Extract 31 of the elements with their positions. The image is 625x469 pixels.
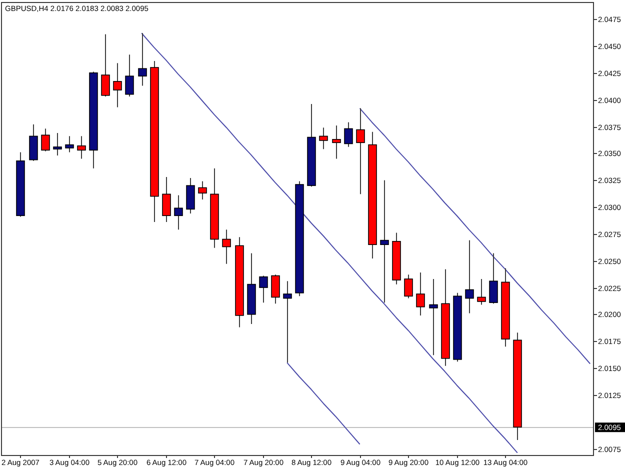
line-series [141, 32, 518, 454]
candlestick [344, 122, 353, 148]
candlestick [380, 180, 389, 304]
candlestick [477, 278, 486, 306]
candlestick [125, 54, 134, 97]
candlestick [53, 132, 62, 156]
candlestick [416, 272, 425, 316]
candlestick [101, 34, 110, 97]
candlestick [319, 127, 328, 150]
candlestick [429, 278, 438, 356]
candlestick [465, 240, 474, 314]
candlestick [162, 176, 171, 223]
line-series [359, 108, 591, 364]
candlestick [29, 124, 38, 162]
candlestick [41, 128, 50, 152]
candlestick [259, 275, 268, 304]
candlestick [198, 180, 207, 200]
candlestick [138, 32, 147, 86]
line-series [286, 362, 360, 445]
candlestick [77, 136, 86, 160]
candlestick [404, 274, 413, 299]
candlestick [356, 108, 365, 195]
candlestick [222, 229, 231, 264]
candlestick [65, 136, 74, 153]
candlestick [489, 252, 498, 304]
candlestick [271, 274, 280, 304]
candlestick [332, 124, 341, 160]
candlestick [186, 178, 195, 214]
candlestick [174, 194, 183, 230]
candlestick [283, 280, 292, 364]
candlestick [113, 62, 122, 108]
